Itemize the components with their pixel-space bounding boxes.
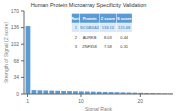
svg-text:170: 170 [11,8,20,14]
svg-text:139.12: 139.12 [102,25,115,30]
svg-text:20: 20 [138,98,144,104]
svg-text:Signal Rank: Signal Rank [85,106,112,111]
svg-text:Human Protein Microarray Speci: Human Protein Microarray Specificity Val… [31,2,147,8]
svg-text:7.58: 7.58 [104,44,113,49]
svg-text:Rank: Rank [71,16,82,21]
svg-text:136: 136 [11,24,20,30]
svg-text:1: 1 [26,98,29,104]
svg-text:3: 3 [75,44,78,49]
svg-text:ZNF358: ZNF358 [82,44,97,49]
svg-text:8.03: 8.03 [104,35,113,40]
svg-text:68: 68 [13,58,19,64]
svg-text:Strength of Signal (Z score): Strength of Signal (Z score) [8,22,9,83]
svg-text:34: 34 [13,74,19,80]
svg-text:S score: S score [117,16,132,21]
svg-text:SCGB2A2: SCGB2A2 [80,25,100,30]
svg-text:0: 0 [16,91,19,97]
svg-text:2: 2 [75,35,78,40]
svg-text:Protein: Protein [83,16,97,21]
svg-text:AURKB: AURKB [83,35,97,40]
svg-text:Z score: Z score [101,16,116,21]
svg-text:131.08: 131.08 [118,25,131,30]
svg-text:0.31: 0.31 [120,44,129,49]
svg-text:0.44: 0.44 [120,35,129,40]
svg-text:102: 102 [11,41,20,47]
svg-text:10: 10 [78,98,84,104]
svg-text:1: 1 [75,25,78,30]
